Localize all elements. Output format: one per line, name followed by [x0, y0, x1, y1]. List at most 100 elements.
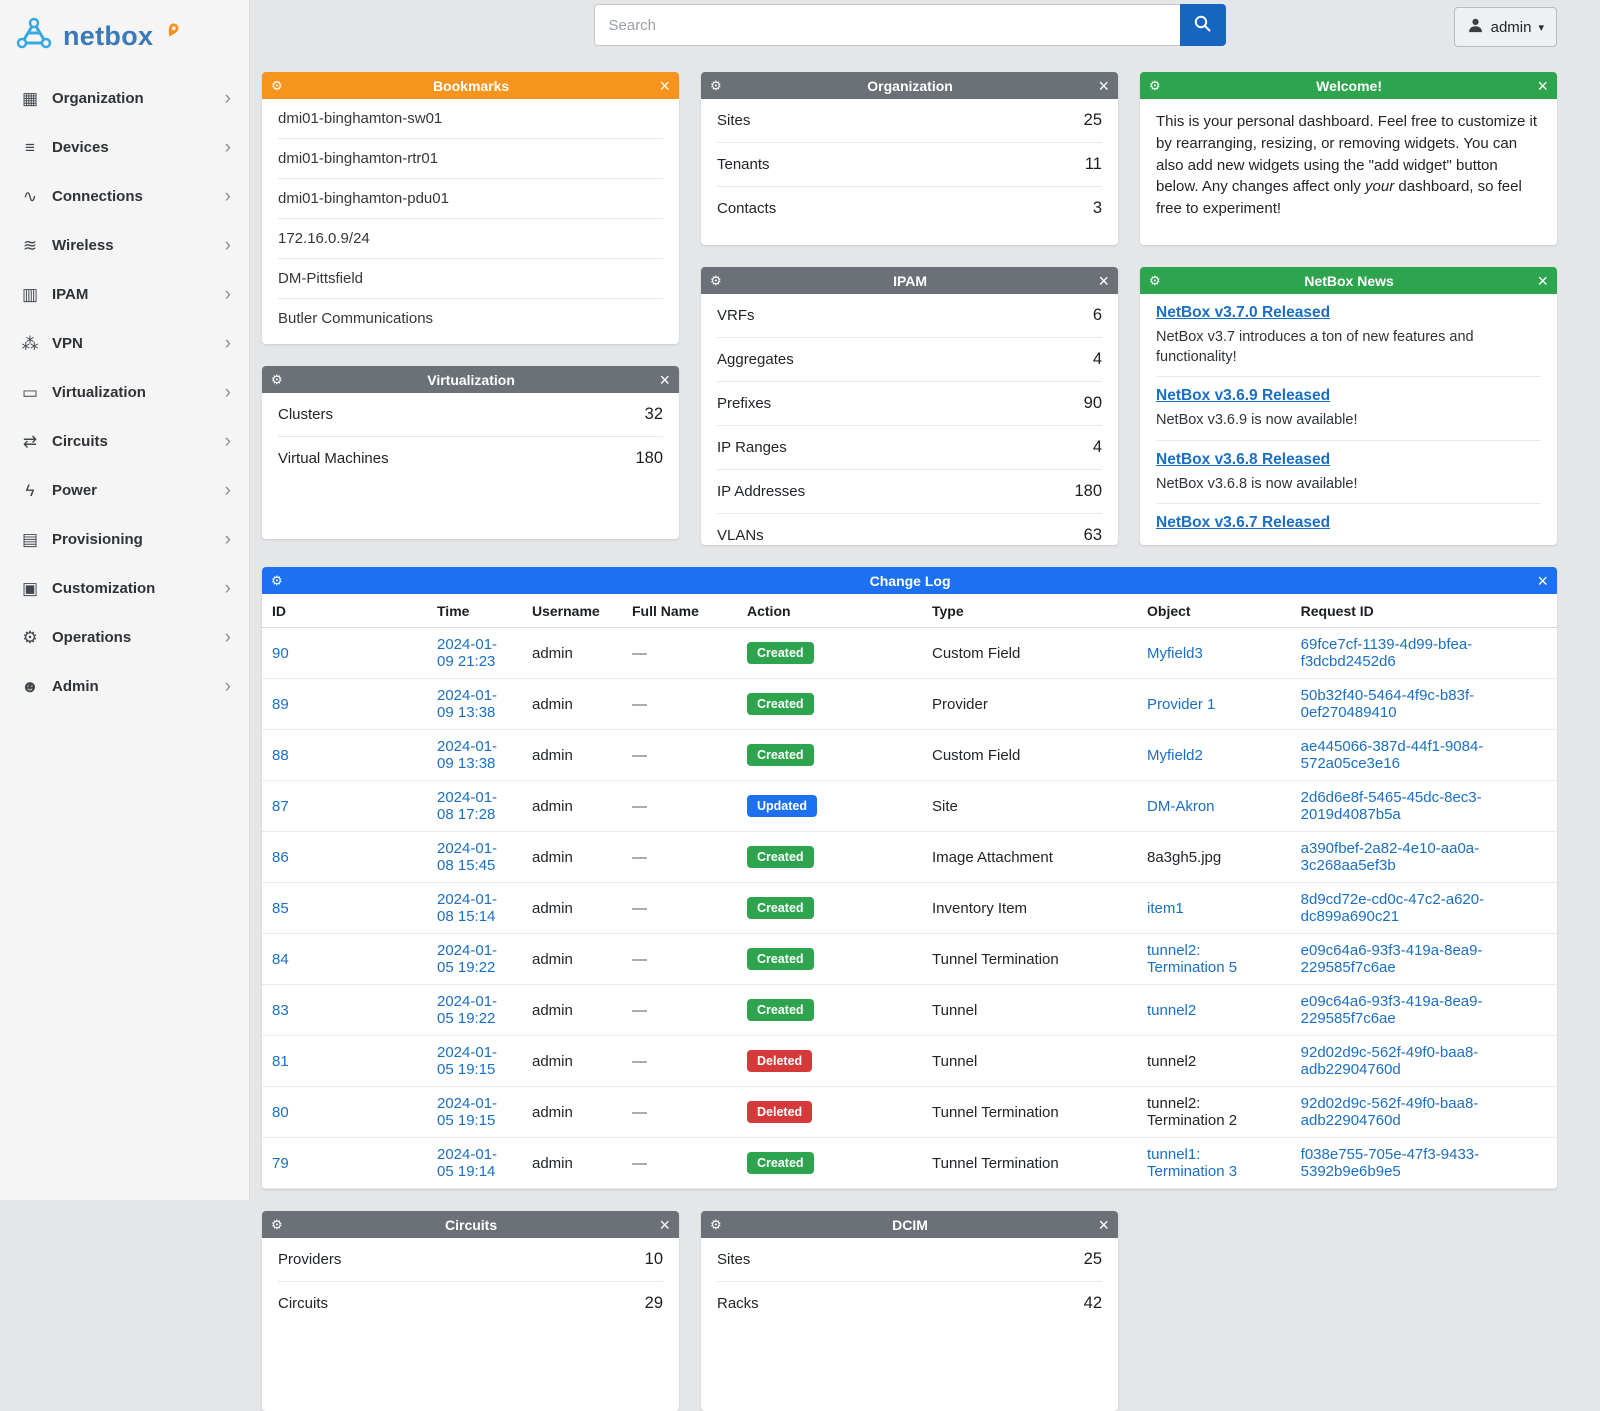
stat-row[interactable]: Providers 10	[278, 1238, 663, 1282]
change-id-link[interactable]: 79	[272, 1154, 289, 1172]
change-request-id-link[interactable]: 92d02d9c-562f-49f0-baa8-adb22904760d	[1300, 1095, 1479, 1129]
close-icon[interactable]: ×	[1098, 1214, 1109, 1235]
change-request-id-link[interactable]: 2d6d6e8f-5465-45dc-8ec3-2019d4087b5a	[1300, 789, 1482, 823]
change-request-id-link[interactable]: e09c64a6-93f3-419a-8ea9-229585f7c6ae	[1300, 942, 1483, 976]
news-link[interactable]: NetBox v3.6.8 Released	[1156, 450, 1331, 468]
bookmark-item[interactable]: 172.16.0.9/24	[278, 219, 663, 259]
bookmark-item[interactable]: dmi01-binghamton-rtr01	[278, 139, 663, 179]
sidebar-item-provisioning[interactable]: ▤ Provisioning ›	[0, 515, 249, 564]
gear-icon[interactable]: ⚙	[710, 272, 722, 288]
close-icon[interactable]: ×	[659, 1214, 670, 1235]
change-time-link[interactable]: 2024-01-09 13:38	[437, 687, 498, 721]
change-request-id-link[interactable]: e09c64a6-93f3-419a-8ea9-229585f7c6ae	[1300, 993, 1483, 1027]
stat-row[interactable]: IP Ranges 4	[717, 426, 1102, 470]
widget-header-welcome[interactable]: ⚙ Welcome! ×	[1140, 72, 1557, 99]
change-time-link[interactable]: 2024-01-08 17:28	[437, 789, 498, 823]
pin-icon[interactable]	[164, 22, 181, 43]
change-request-id-link[interactable]: 92d02d9c-562f-49f0-baa8-adb22904760d	[1300, 1044, 1479, 1078]
sidebar-item-admin[interactable]: ☻ Admin ›	[0, 662, 249, 711]
gear-icon[interactable]: ⚙	[271, 1216, 283, 1232]
bookmark-item[interactable]: dmi01-binghamton-pdu01	[278, 179, 663, 219]
stat-row[interactable]: Racks 42	[717, 1282, 1102, 1325]
gear-icon[interactable]: ⚙	[1149, 272, 1161, 288]
change-time-link[interactable]: 2024-01-05 19:22	[437, 942, 498, 976]
sidebar-item-virtualization[interactable]: ▭ Virtualization ›	[0, 368, 249, 417]
news-link[interactable]: NetBox v3.6.7 Released	[1156, 514, 1331, 532]
change-id-link[interactable]: 90	[272, 644, 289, 662]
brand[interactable]: netbox	[0, 0, 249, 74]
stat-row[interactable]: Prefixes 90	[717, 382, 1102, 426]
widget-header-organization[interactable]: ⚙ Organization ×	[701, 72, 1118, 99]
change-id-link[interactable]: 83	[272, 1001, 289, 1019]
sidebar-item-devices[interactable]: ≡ Devices ›	[0, 123, 249, 172]
bookmark-item[interactable]: dmi01-binghamton-sw01	[278, 99, 663, 139]
gear-icon[interactable]: ⚙	[710, 77, 722, 93]
gear-icon[interactable]: ⚙	[1149, 77, 1161, 93]
change-id-link[interactable]: 85	[272, 899, 289, 917]
close-icon[interactable]: ×	[659, 75, 670, 96]
user-menu-button[interactable]: admin ▾	[1453, 7, 1557, 47]
sidebar-item-customization[interactable]: ▣ Customization ›	[0, 564, 249, 613]
widget-header-circuits[interactable]: ⚙ Circuits ×	[262, 1211, 679, 1238]
sidebar-item-power[interactable]: ϟ Power ›	[0, 466, 249, 515]
widget-header-virtualization[interactable]: ⚙ Virtualization ×	[262, 366, 679, 393]
sidebar-item-organization[interactable]: ▦ Organization ›	[0, 74, 249, 123]
change-time-link[interactable]: 2024-01-05 19:15	[437, 1044, 498, 1078]
stat-row[interactable]: Contacts 3	[717, 187, 1102, 230]
search-button[interactable]	[1179, 4, 1226, 46]
bookmark-item[interactable]: Butler Communications	[278, 310, 434, 327]
close-icon[interactable]: ×	[1537, 270, 1548, 291]
change-time-link[interactable]: 2024-01-05 19:14	[437, 1146, 498, 1180]
stat-row[interactable]: Sites 25	[717, 99, 1102, 143]
change-object[interactable]: DM-Akron	[1147, 797, 1215, 815]
change-time-link[interactable]: 2024-01-09 13:38	[437, 738, 498, 772]
change-id-link[interactable]: 81	[272, 1052, 289, 1070]
stat-row[interactable]: VRFs 6	[717, 294, 1102, 338]
widget-header-ipam[interactable]: ⚙ IPAM ×	[701, 267, 1118, 294]
gear-icon[interactable]: ⚙	[271, 371, 283, 387]
change-request-id-link[interactable]: 50b32f40-5464-4f9c-b83f-0ef270489410	[1300, 687, 1475, 721]
stat-row[interactable]: Tenants 11	[717, 143, 1102, 187]
sidebar-item-operations[interactable]: ⚙ Operations ›	[0, 613, 249, 662]
widget-header-news[interactable]: ⚙ NetBox News ×	[1140, 267, 1557, 294]
stat-row[interactable]: Clusters 32	[278, 393, 663, 437]
stat-row[interactable]: Aggregates 4	[717, 338, 1102, 382]
change-time-link[interactable]: 2024-01-08 15:45	[437, 840, 498, 874]
change-id-link[interactable]: 86	[272, 848, 289, 866]
sidebar-item-circuits[interactable]: ⇄ Circuits ›	[0, 417, 249, 466]
change-id-link[interactable]: 88	[272, 746, 289, 764]
change-object[interactable]: tunnel2: Termination 5	[1147, 942, 1238, 976]
close-icon[interactable]: ×	[1098, 270, 1109, 291]
gear-icon[interactable]: ⚙	[271, 77, 283, 93]
change-request-id-link[interactable]: a390fbef-2a82-4e10-aa0a-3c268aa5ef3b	[1300, 840, 1480, 874]
change-time-link[interactable]: 2024-01-05 19:22	[437, 993, 498, 1027]
gear-icon[interactable]: ⚙	[710, 1216, 722, 1232]
close-icon[interactable]: ×	[1537, 75, 1548, 96]
change-object[interactable]: tunnel2	[1147, 1001, 1197, 1019]
bookmark-item[interactable]: DM-Pittsfield	[278, 259, 663, 299]
change-id-link[interactable]: 84	[272, 950, 289, 968]
change-request-id-link[interactable]: 69fce7cf-1139-4d99-bfea-f3dcbd2452d6	[1300, 636, 1473, 670]
stat-row[interactable]: Sites 25	[717, 1238, 1102, 1282]
gear-icon[interactable]: ⚙	[271, 572, 283, 588]
widget-header-change-log[interactable]: ⚙ Change Log ×	[262, 567, 1557, 594]
change-time-link[interactable]: 2024-01-09 21:23	[437, 636, 498, 670]
stat-row[interactable]: Circuits 29	[278, 1282, 663, 1325]
change-id-link[interactable]: 87	[272, 797, 289, 815]
close-icon[interactable]: ×	[1537, 570, 1548, 591]
widget-header-bookmarks[interactable]: ⚙ Bookmarks ×	[262, 72, 679, 99]
stat-row[interactable]: VLANs 63	[717, 514, 1102, 545]
news-link[interactable]: NetBox v3.7.0 Released	[1156, 304, 1331, 321]
close-icon[interactable]: ×	[659, 369, 670, 390]
change-object[interactable]: item1	[1147, 899, 1184, 917]
sidebar-item-connections[interactable]: ∿ Connections ›	[0, 172, 249, 221]
change-id-link[interactable]: 80	[272, 1103, 289, 1121]
change-object[interactable]: Myfield3	[1147, 644, 1203, 662]
change-time-link[interactable]: 2024-01-08 15:14	[437, 891, 498, 925]
sidebar-item-ipam[interactable]: ▥ IPAM ›	[0, 270, 249, 319]
change-object[interactable]: Provider 1	[1147, 695, 1216, 713]
close-icon[interactable]: ×	[1098, 75, 1109, 96]
change-request-id-link[interactable]: f038e755-705e-47f3-9433-5392b9e6b9e5	[1300, 1146, 1480, 1180]
change-object[interactable]: tunnel1: Termination 3	[1147, 1146, 1238, 1180]
search-input[interactable]	[593, 4, 1180, 46]
